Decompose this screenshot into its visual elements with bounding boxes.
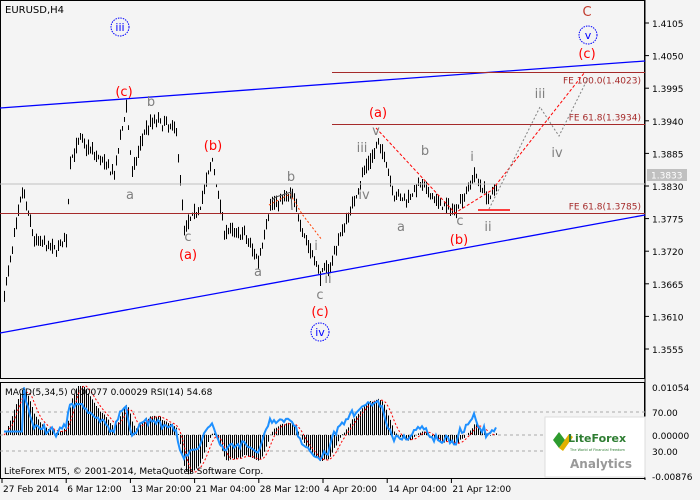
wave-label-i: i	[314, 239, 318, 254]
logo-brand: LiteForex	[568, 432, 626, 445]
indicator-title: MACD(5,34,5) 0.00077 0.00029 RSI(14) 54.…	[5, 388, 213, 398]
upper-channel-line	[0, 60, 646, 109]
symbol-title: EURUSD,H4	[5, 5, 64, 16]
indicator-tick-label: -0.00876	[652, 473, 693, 483]
y-tick-label: 1.3995	[652, 85, 684, 95]
wave-circle-icon	[110, 17, 130, 37]
x-tick-label: 27 Feb 2014	[3, 485, 59, 495]
projected-wave-path-red	[375, 71, 586, 214]
y-tick-label: 1.3940	[652, 118, 684, 128]
wave-label-a: a	[397, 220, 405, 235]
wave-label-v: v	[585, 29, 592, 42]
x-tick-label: 4 Apr 20:00	[324, 485, 377, 495]
wave-label-b: b	[421, 144, 429, 159]
wave-label-C: C	[582, 5, 591, 20]
wave-label-iv: iv	[315, 326, 325, 339]
wave-label-v: v	[372, 124, 380, 139]
copyright-text: LiteForex MT5, © 2001-2014, MetaQuotes S…	[4, 467, 263, 477]
y-tick-label: 1.3885	[652, 150, 684, 160]
indicator-tick-label: 30.00	[652, 448, 678, 458]
current-price-label: 1.3833	[651, 172, 683, 182]
wave-label-c: (c)	[311, 305, 328, 320]
fib-level-label: FE 100.0(1.4023)	[563, 77, 641, 87]
wave-label-a: (a)	[179, 248, 197, 263]
x-tick-label: 21 Mar 04:00	[196, 485, 256, 495]
y-tick-label: 1.3830	[652, 183, 684, 193]
wave-label-iv: iv	[551, 146, 563, 161]
wave-label-c: c	[456, 214, 463, 229]
wave-label-iv: iv	[358, 188, 370, 203]
wave-label-b: (b)	[450, 233, 468, 248]
wave-label-iii: iii	[357, 141, 368, 156]
wave-b-box	[271, 191, 293, 211]
wave-label-a: a	[254, 265, 262, 280]
wave-label-i: i	[470, 150, 474, 165]
wave-label-ii: ii	[484, 220, 491, 235]
wave-label-ii: ii	[324, 272, 331, 287]
y-tick-label: 1.4050	[652, 53, 684, 63]
y-tick-label: 1.4105	[652, 20, 684, 30]
indicator-tick-label: 0.01054	[652, 384, 689, 394]
y-tick-label: 1.3775	[652, 216, 684, 226]
y-tick-label: 1.3555	[652, 346, 684, 356]
x-tick-label: 28 Mar 12:00	[260, 485, 320, 495]
wave-label-b: b	[287, 170, 295, 185]
wave-label-c: c	[184, 230, 191, 245]
y-tick-label: 1.3665	[652, 281, 684, 291]
lower-channel-line	[0, 214, 646, 334]
main-panel-frame	[0, 0, 645, 379]
fib-level-label: FE 61.8(1.3934)	[569, 114, 641, 124]
wave-label-c: c	[316, 288, 323, 303]
wave-b-path	[268, 193, 323, 241]
liteforex-logo: LiteForex The World of Financial Freedom…	[544, 416, 646, 478]
x-tick-label: 21 Apr 12:00	[452, 485, 511, 495]
indicator-tick-label: 70.00	[652, 409, 678, 419]
fib-level-label: FE 61.8(1.3785)	[569, 203, 641, 213]
current-price-tag	[647, 169, 687, 181]
wave-label-iii: iii	[535, 87, 546, 102]
wave-circle-icon	[310, 322, 330, 342]
wave-label-a: a	[126, 188, 134, 203]
x-tick-label: 13 Mar 20:00	[131, 485, 191, 495]
wave-circle-icon	[578, 25, 598, 45]
macd-signal-line	[3, 385, 497, 473]
y-tick-label: 1.3610	[652, 313, 684, 323]
projected-wave-path-gray	[488, 77, 589, 210]
rsi-line	[4, 387, 497, 462]
wave-label-a: (a)	[369, 106, 387, 121]
wave-label-c: (c)	[115, 85, 132, 100]
wave-label-b: b	[147, 95, 155, 110]
x-tick-label: 6 Mar 12:00	[67, 485, 122, 495]
y-tick-label: 1.3720	[652, 248, 684, 258]
logo-tagline: The World of Financial Freedom	[569, 448, 625, 452]
x-tick-label: 14 Apr 04:00	[388, 485, 447, 495]
wave-label-c: (c)	[578, 47, 595, 62]
wave-label-b: (b)	[204, 139, 222, 154]
indicator-tick-label: 0.00000	[652, 432, 689, 442]
wave-label-iii: iii	[115, 21, 124, 34]
logo-sub: Analytics	[570, 457, 632, 471]
